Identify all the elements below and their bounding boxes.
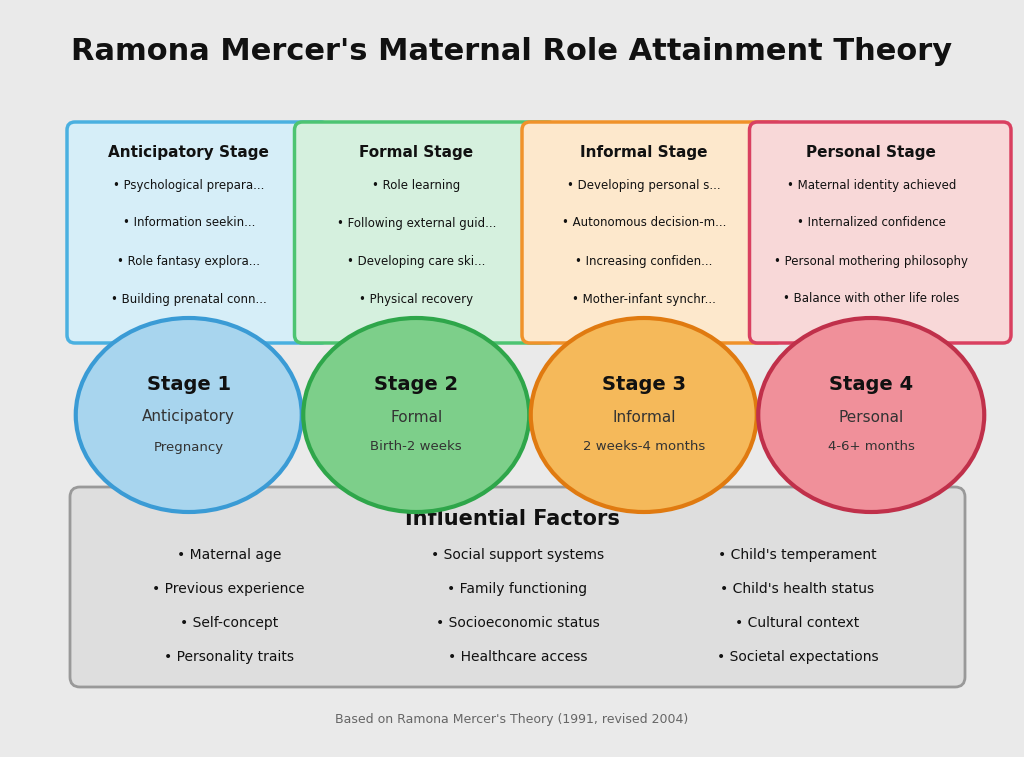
Text: • Information seekin...: • Information seekin... <box>123 217 255 229</box>
Text: • Internalized confidence: • Internalized confidence <box>797 217 946 229</box>
Ellipse shape <box>758 318 984 512</box>
Text: • Cultural context: • Cultural context <box>735 616 859 630</box>
Text: • Maternal age: • Maternal age <box>176 548 281 562</box>
Text: 4-6+ months: 4-6+ months <box>827 441 914 453</box>
Text: • Personality traits: • Personality traits <box>164 650 294 664</box>
Ellipse shape <box>303 318 529 512</box>
Text: • Social support systems: • Social support systems <box>431 548 604 562</box>
Text: Pregnancy: Pregnancy <box>154 441 224 453</box>
FancyBboxPatch shape <box>67 122 329 343</box>
Text: Formal Stage: Formal Stage <box>359 145 473 160</box>
Text: • Child's health status: • Child's health status <box>721 582 874 596</box>
Text: • Family functioning: • Family functioning <box>447 582 588 596</box>
Text: Birth-2 weeks: Birth-2 weeks <box>371 441 462 453</box>
Text: • Child's temperament: • Child's temperament <box>718 548 877 562</box>
Text: • Psychological prepara...: • Psychological prepara... <box>113 179 264 192</box>
Text: 2 weeks-4 months: 2 weeks-4 months <box>583 441 705 453</box>
Text: • Autonomous decision-m...: • Autonomous decision-m... <box>561 217 726 229</box>
Text: Anticipatory Stage: Anticipatory Stage <box>109 145 269 160</box>
Text: Personal Stage: Personal Stage <box>806 145 936 160</box>
Text: • Building prenatal conn...: • Building prenatal conn... <box>111 292 266 306</box>
Text: Personal: Personal <box>839 410 904 425</box>
Text: • Personal mothering philosophy: • Personal mothering philosophy <box>774 254 969 267</box>
Ellipse shape <box>530 318 757 512</box>
Text: • Healthcare access: • Healthcare access <box>447 650 587 664</box>
Text: • Following external guid...: • Following external guid... <box>337 217 496 229</box>
Text: Influential Factors: Influential Factors <box>404 509 620 529</box>
Text: Stage 1: Stage 1 <box>146 375 230 394</box>
Text: Stage 4: Stage 4 <box>829 375 913 394</box>
FancyBboxPatch shape <box>522 122 783 343</box>
Text: Informal Stage: Informal Stage <box>580 145 708 160</box>
Text: • Mother-infant synchr...: • Mother-infant synchr... <box>571 292 716 306</box>
Text: Ramona Mercer's Maternal Role Attainment Theory: Ramona Mercer's Maternal Role Attainment… <box>72 38 952 67</box>
Text: • Socioeconomic status: • Socioeconomic status <box>435 616 599 630</box>
Text: Formal: Formal <box>390 410 442 425</box>
Text: • Physical recovery: • Physical recovery <box>359 292 473 306</box>
FancyBboxPatch shape <box>750 122 1011 343</box>
Text: • Increasing confiden...: • Increasing confiden... <box>575 254 713 267</box>
Text: Anticipatory: Anticipatory <box>142 410 236 425</box>
Text: • Role fantasy explora...: • Role fantasy explora... <box>118 254 260 267</box>
Text: • Maternal identity achieved: • Maternal identity achieved <box>786 179 956 192</box>
Text: • Societal expectations: • Societal expectations <box>717 650 879 664</box>
Text: Stage 2: Stage 2 <box>374 375 459 394</box>
Text: Stage 3: Stage 3 <box>602 375 686 394</box>
FancyBboxPatch shape <box>70 487 965 687</box>
Ellipse shape <box>76 318 302 512</box>
Text: • Previous experience: • Previous experience <box>153 582 305 596</box>
Text: Based on Ramona Mercer's Theory (1991, revised 2004): Based on Ramona Mercer's Theory (1991, r… <box>336 712 688 725</box>
FancyBboxPatch shape <box>295 122 556 343</box>
Text: • Developing personal s...: • Developing personal s... <box>567 179 721 192</box>
Text: • Balance with other life roles: • Balance with other life roles <box>783 292 959 306</box>
Text: • Role learning: • Role learning <box>372 179 461 192</box>
Text: • Self-concept: • Self-concept <box>179 616 278 630</box>
Text: Informal: Informal <box>612 410 676 425</box>
Text: • Developing care ski...: • Developing care ski... <box>347 254 485 267</box>
